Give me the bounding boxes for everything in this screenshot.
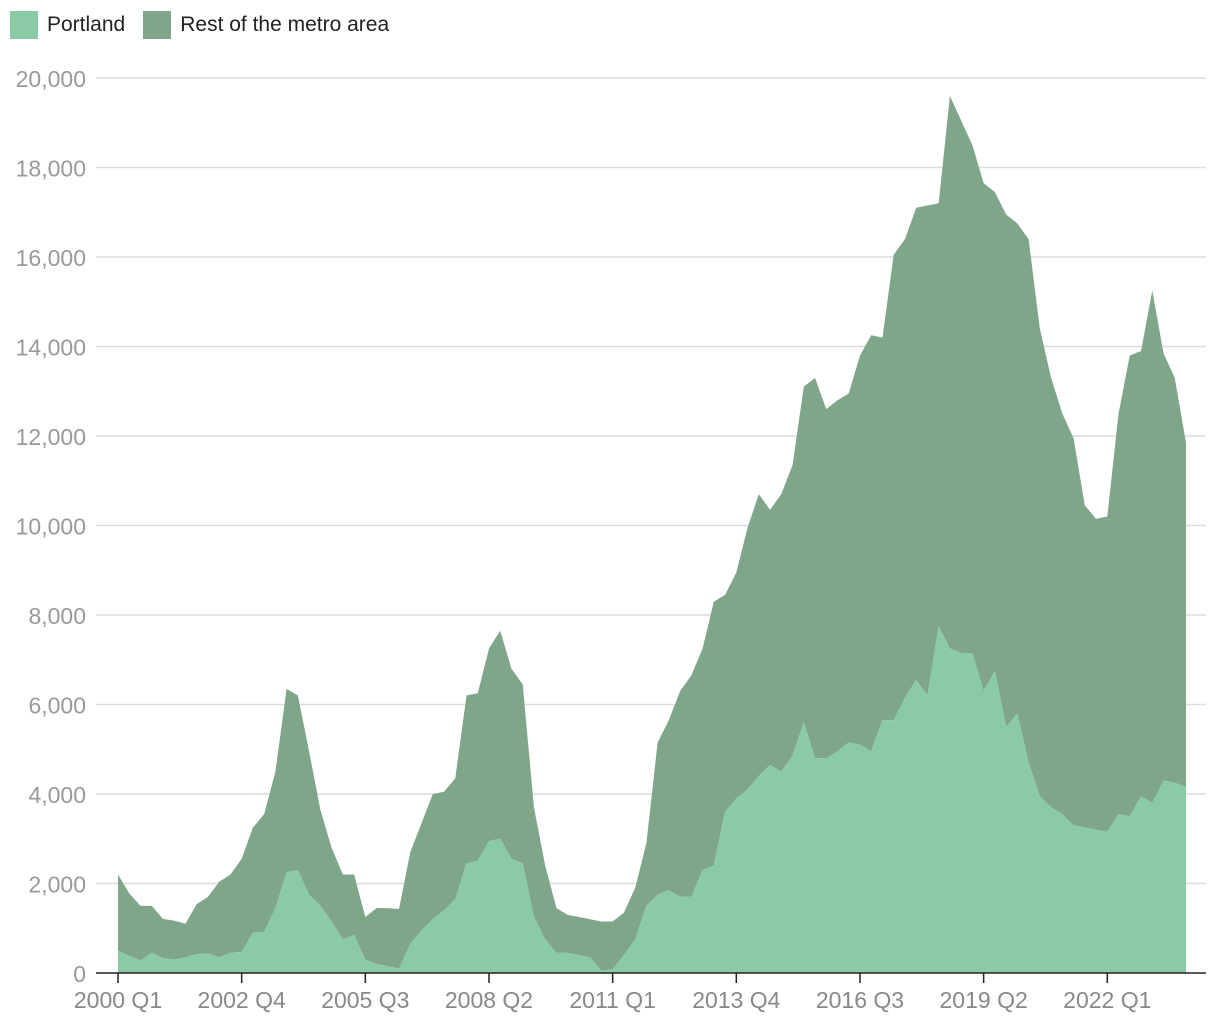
x-tick-label: 2008 Q2	[445, 987, 533, 1013]
legend-item-rest-of-metro: Rest of the metro area	[143, 11, 389, 39]
y-tick-label: 8,000	[28, 603, 86, 629]
y-tick-label: 14,000	[16, 335, 86, 361]
y-tick-label: 20,000	[16, 66, 86, 92]
legend: Portland Rest of the metro area	[10, 11, 389, 39]
y-tick-label: 2,000	[28, 872, 86, 898]
series-area-rest-of-metro	[118, 95, 1186, 971]
x-tick-label: 2013 Q4	[692, 987, 780, 1013]
axes: 0 2,000 4,000 6,000 8,000 10,000 12,000 14,000 1…	[16, 66, 1206, 1013]
x-tick-label: 2016 Q3	[816, 987, 904, 1013]
y-tick-label: 18,000	[16, 156, 86, 182]
y-tick-label: 6,000	[28, 693, 86, 719]
y-tick-label: 12,000	[16, 424, 86, 450]
legend-label-portland: Portland	[47, 13, 126, 36]
legend-item-portland: Portland	[10, 11, 125, 39]
series-area-portland	[118, 626, 1186, 973]
y-tick-label: 10,000	[16, 514, 86, 540]
x-tick-label: 2002 Q4	[198, 987, 286, 1013]
x-tick-label: 2019 Q2	[940, 987, 1028, 1013]
legend-label-rest-of-metro: Rest of the metro area	[180, 13, 390, 36]
legend-swatch-rest-of-metro	[143, 11, 172, 39]
legend-swatch-portland	[10, 11, 38, 39]
x-tick-label: 2000 Q1	[74, 987, 162, 1013]
x-tick-label: 2022 Q1	[1063, 987, 1151, 1013]
y-tick-label: 0	[73, 961, 86, 987]
x-tick-label: 2005 Q3	[321, 987, 409, 1013]
y-tick-label: 4,000	[28, 782, 86, 808]
y-tick-label: 16,000	[16, 245, 86, 271]
area-series-layer	[118, 95, 1186, 973]
x-tick-label: 2011 Q1	[569, 987, 656, 1013]
